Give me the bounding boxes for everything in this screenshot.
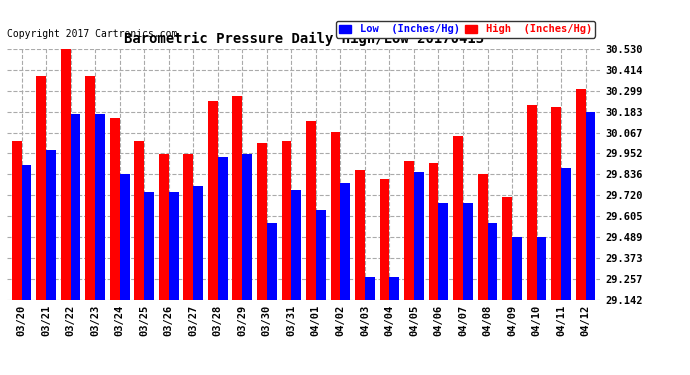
Bar bbox=[575, 88, 586, 300]
Bar bbox=[169, 192, 179, 300]
Bar bbox=[340, 183, 351, 300]
Bar bbox=[365, 277, 375, 300]
Bar bbox=[46, 150, 56, 300]
Bar bbox=[257, 143, 267, 300]
Title: Barometric Pressure Daily High/Low 20170413: Barometric Pressure Daily High/Low 20170… bbox=[124, 32, 484, 46]
Bar bbox=[526, 105, 537, 300]
Bar bbox=[551, 106, 561, 300]
Bar bbox=[477, 174, 488, 300]
Bar bbox=[537, 237, 546, 300]
Bar bbox=[463, 202, 473, 300]
Bar bbox=[135, 141, 144, 300]
Bar bbox=[119, 174, 130, 300]
Bar bbox=[488, 222, 497, 300]
Bar bbox=[37, 76, 46, 300]
Bar bbox=[218, 158, 228, 300]
Bar bbox=[502, 197, 512, 300]
Text: Copyright 2017 Cartronics.com: Copyright 2017 Cartronics.com bbox=[7, 29, 177, 39]
Bar bbox=[512, 237, 522, 300]
Bar bbox=[561, 168, 571, 300]
Bar bbox=[159, 154, 169, 300]
Bar bbox=[95, 114, 105, 300]
Bar bbox=[184, 154, 193, 300]
Bar bbox=[291, 190, 301, 300]
Bar bbox=[267, 222, 277, 300]
Legend: Low  (Inches/Hg), High  (Inches/Hg): Low (Inches/Hg), High (Inches/Hg) bbox=[336, 21, 595, 38]
Bar bbox=[306, 121, 316, 300]
Bar bbox=[380, 179, 389, 300]
Bar bbox=[242, 154, 252, 300]
Bar bbox=[428, 163, 438, 300]
Bar bbox=[316, 210, 326, 300]
Bar bbox=[70, 114, 81, 300]
Bar bbox=[404, 161, 414, 300]
Bar bbox=[355, 170, 365, 300]
Bar bbox=[208, 101, 218, 300]
Bar bbox=[233, 96, 242, 300]
Bar bbox=[389, 277, 400, 300]
Bar bbox=[438, 202, 449, 300]
Bar bbox=[414, 172, 424, 300]
Bar bbox=[12, 141, 21, 300]
Bar bbox=[61, 49, 70, 300]
Bar bbox=[110, 117, 119, 300]
Bar bbox=[193, 186, 203, 300]
Bar bbox=[586, 112, 595, 300]
Bar bbox=[21, 165, 32, 300]
Bar bbox=[331, 132, 340, 300]
Bar bbox=[144, 192, 154, 300]
Bar bbox=[86, 76, 95, 300]
Bar bbox=[282, 141, 291, 300]
Bar bbox=[453, 136, 463, 300]
